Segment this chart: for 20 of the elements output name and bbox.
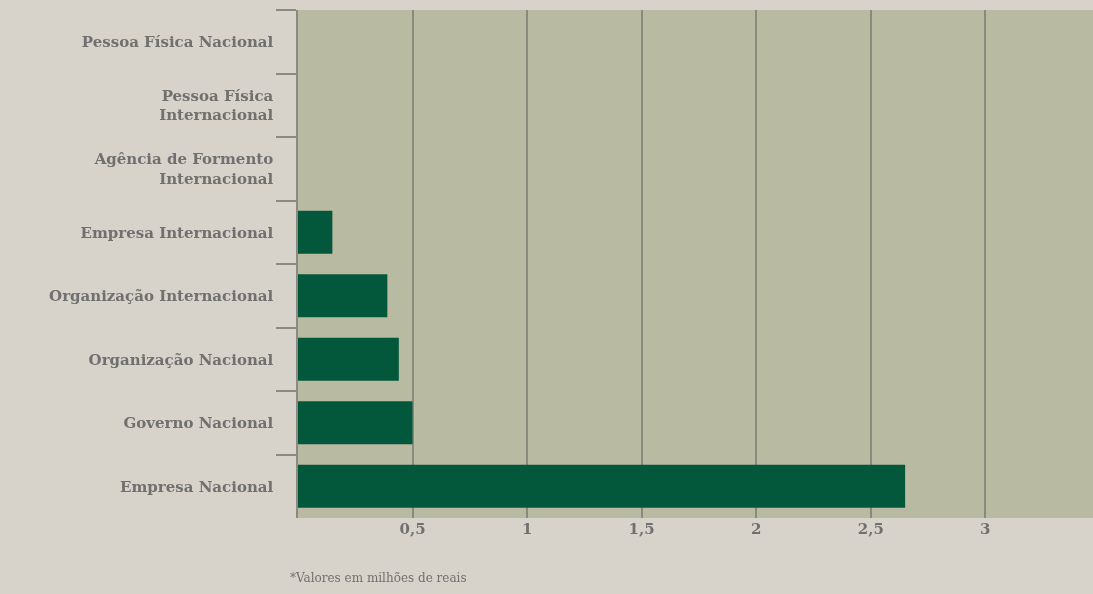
bar [298, 274, 388, 318]
y-tick-label: Governo Nacional [123, 414, 274, 432]
x-tick-label: 2,5 [857, 520, 884, 538]
y-tick-label: Pessoa Física Internacional [159, 86, 274, 125]
y-tick-label: Organização Nacional [88, 350, 274, 369]
y-tick-label: Organização Internacional [49, 287, 274, 305]
text: *Valores em milhões de reais [290, 571, 467, 585]
bar [298, 401, 413, 445]
y-tick-label: Pessoa Física Nacional [81, 33, 274, 51]
y-tick-label: Empresa Internacional [80, 223, 274, 242]
x-tick-label: 0,5 [399, 520, 426, 538]
x-tick-label: 1 [521, 520, 533, 538]
y-tick-label: Empresa Nacional [120, 477, 274, 496]
x-tick-label: 1,5 [628, 520, 655, 538]
y-tick-label: Agência de Formento Internacional [93, 150, 274, 188]
bar [298, 210, 333, 254]
bar [298, 464, 906, 508]
x-tick-label: 2 [750, 520, 762, 538]
bar [298, 337, 399, 381]
x-tick-label: 3 [980, 520, 991, 538]
